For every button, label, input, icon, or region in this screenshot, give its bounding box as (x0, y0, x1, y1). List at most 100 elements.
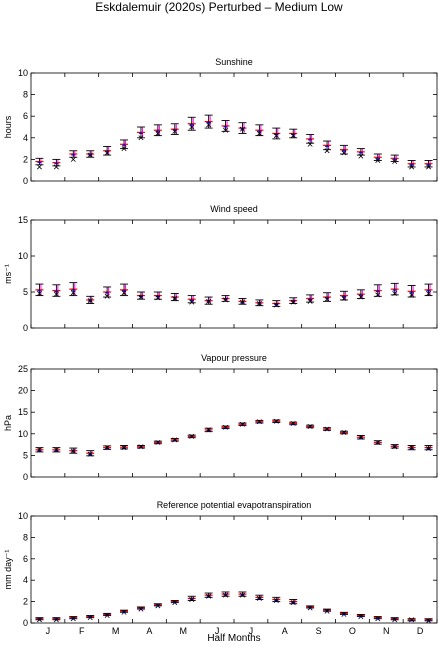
cross-marker (172, 128, 178, 134)
y-tick-label: 10 (18, 511, 28, 521)
cross-marker (290, 600, 296, 606)
cross-marker (358, 153, 364, 159)
cross-marker (273, 302, 279, 308)
cross-marker (172, 600, 178, 606)
cross-marker (290, 420, 296, 426)
cross-marker (206, 593, 212, 599)
panel-title: Reference potential evapotranspiration (157, 500, 312, 510)
data-point (170, 292, 179, 302)
panel-1: Sunshine 0 2 4 6 8 10 hours (3, 57, 438, 186)
data-point (187, 116, 196, 131)
cross-marker (36, 617, 42, 623)
data-point (407, 285, 416, 298)
x-axis-label: Half Months (207, 633, 260, 644)
cross-marker (223, 127, 229, 133)
y-axis-label: mm day⁻¹ (3, 550, 13, 590)
data-point (35, 447, 44, 453)
data-point (390, 282, 399, 296)
cross-marker (290, 133, 296, 139)
data-point (52, 617, 61, 623)
data-point (136, 126, 145, 141)
data-point (272, 300, 281, 308)
month-label: J (249, 626, 254, 636)
data-point (356, 148, 365, 159)
data-point (373, 284, 382, 298)
cross-marker (155, 130, 161, 136)
panel-title: Sunshine (215, 57, 253, 67)
cross-marker (172, 437, 178, 443)
data-point (153, 124, 162, 137)
cross-marker (307, 298, 313, 304)
cross-marker (36, 290, 42, 296)
data-point (153, 439, 162, 445)
data-point (120, 139, 129, 152)
data-point (103, 445, 112, 451)
data-point (306, 605, 315, 611)
cross-marker (206, 427, 212, 433)
cross-marker (409, 445, 415, 451)
cross-marker (206, 122, 212, 128)
data-point (120, 445, 129, 451)
figure-title: Eskdalemuir (2020s) Perturbed – Medium L… (95, 0, 343, 14)
month-label: M (180, 626, 188, 636)
data-point (221, 424, 230, 430)
cross-marker (121, 609, 127, 615)
month-label: J (46, 626, 51, 636)
cross-marker (138, 444, 144, 450)
cross-marker (223, 592, 229, 598)
month-label: O (349, 626, 356, 636)
cross-marker (341, 150, 347, 156)
data-point (323, 140, 332, 154)
data-point (221, 591, 230, 598)
cross-marker (341, 611, 347, 617)
cross-marker (392, 617, 398, 623)
cross-marker (70, 290, 76, 296)
data-point (120, 283, 129, 297)
panel-4: Reference potential evapotranspiration 0 2… (3, 500, 438, 636)
data-point (407, 160, 416, 170)
data-point (204, 427, 213, 433)
data-point (221, 120, 230, 133)
cross-marker (239, 126, 245, 132)
y-tick-label: 0 (23, 176, 28, 186)
data-point (424, 445, 433, 451)
data-point (153, 291, 162, 301)
y-tick-label: 10 (18, 68, 28, 78)
data-point (221, 295, 230, 303)
cross-marker (324, 148, 330, 154)
month-label: J (215, 626, 220, 636)
month-label: F (79, 626, 85, 636)
cross-marker (239, 592, 245, 598)
data-point (424, 160, 433, 170)
month-label: N (383, 626, 390, 636)
y-tick-label: 5 (23, 450, 28, 460)
cross-marker (273, 133, 279, 139)
y-tick-label: 6 (23, 111, 28, 121)
data-point (255, 299, 264, 307)
cross-marker (409, 164, 415, 170)
data-point (390, 444, 399, 450)
y-tick-label: 8 (23, 90, 28, 100)
y-axis-label: hPa (3, 415, 13, 431)
data-point (424, 618, 433, 624)
y-tick-label: 10 (18, 429, 28, 439)
cross-marker (172, 295, 178, 301)
panel-title: Wind speed (210, 204, 258, 214)
month-label: M (112, 626, 120, 636)
panel-title: Vapour pressure (201, 353, 267, 363)
cross-marker (256, 595, 262, 601)
data-point (289, 599, 298, 606)
cross-marker (392, 444, 398, 450)
cross-marker (138, 135, 144, 141)
cross-marker (256, 130, 262, 136)
cross-marker (392, 159, 398, 165)
cross-marker (189, 124, 195, 130)
cross-marker (409, 292, 415, 298)
data-point (339, 290, 348, 301)
data-point (136, 444, 145, 450)
data-point (204, 592, 213, 599)
data-point (289, 128, 298, 139)
y-tick-label: 4 (23, 575, 28, 585)
y-tick-label: 25 (18, 364, 28, 374)
cross-marker (223, 424, 229, 430)
